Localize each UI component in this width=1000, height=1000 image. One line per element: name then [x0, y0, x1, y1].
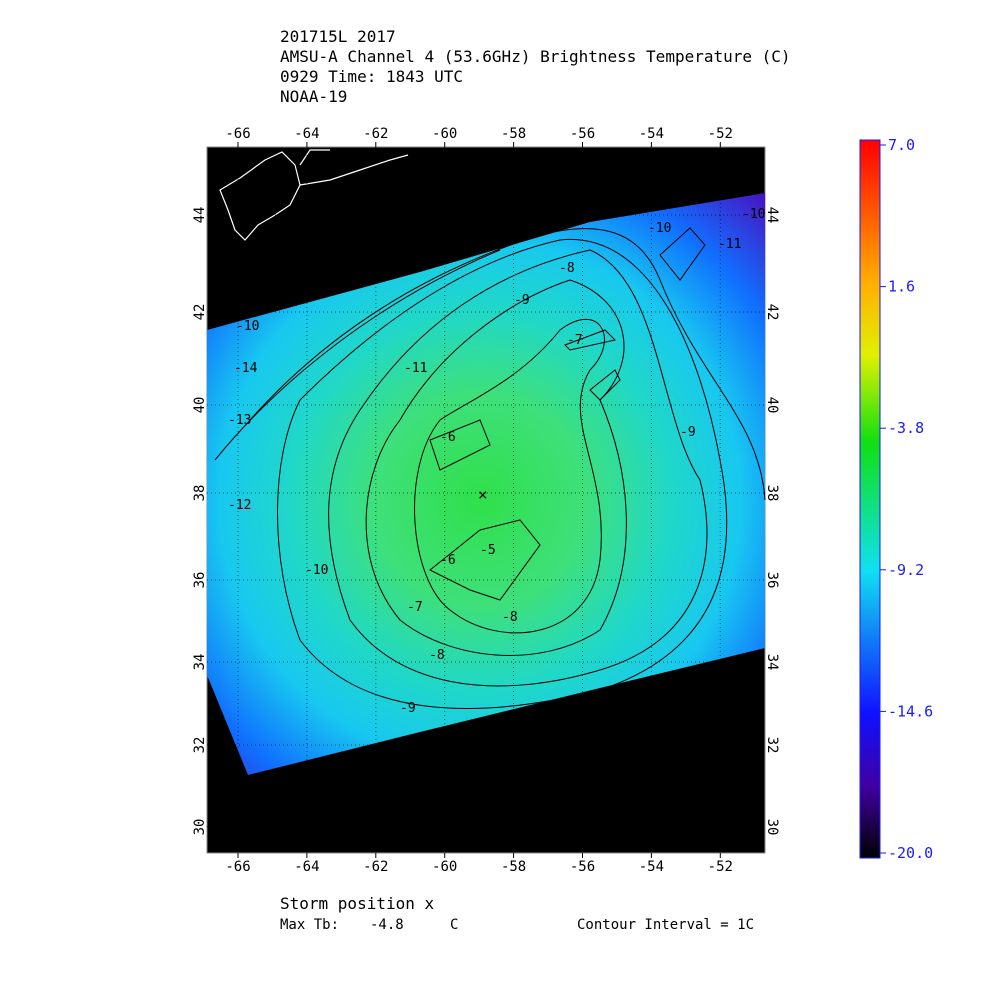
lon-label: -60	[432, 859, 457, 875]
lon-label: -52	[708, 859, 733, 875]
lon-label: -66	[225, 859, 250, 875]
colorbar-label: -14.6	[888, 702, 933, 720]
title: 201715L 2017 AMSU-A Channel 4 (53.6GHz) …	[280, 27, 791, 106]
lon-label: -64	[294, 859, 319, 875]
colorbar-label: -9.2	[888, 561, 924, 579]
lon-label: -62	[363, 859, 388, 875]
title-line: NOAA-19	[280, 87, 347, 106]
contour-label: -10	[648, 221, 671, 236]
storm-marker: ×	[478, 485, 488, 504]
lat-label: 38	[192, 485, 208, 502]
contour-label: -11	[718, 237, 741, 252]
lon-label: -66	[225, 126, 250, 142]
contour-label: -9	[680, 425, 696, 440]
lon-label: -52	[708, 126, 733, 142]
contour-label: -13	[228, 413, 251, 428]
swath	[207, 193, 765, 775]
lon-label: -58	[501, 859, 526, 875]
lat-label: 44	[764, 207, 780, 224]
lat-label: 32	[192, 737, 208, 754]
lon-label: -62	[363, 126, 388, 142]
title-line: 0929 Time: 1843 UTC	[280, 67, 463, 86]
lat-label: 34	[764, 654, 780, 671]
colorbar	[859, 139, 881, 859]
title-line: 201715L 2017	[280, 27, 396, 46]
lat-label: 36	[764, 572, 780, 589]
contour-label: -8	[429, 648, 445, 663]
lat-label: 42	[764, 304, 780, 321]
contour-label: -6	[440, 430, 456, 445]
lat-label: 42	[192, 304, 208, 321]
contour-label: -9	[400, 701, 416, 716]
contours	[214, 227, 766, 709]
lon-label: -56	[570, 126, 595, 142]
lon-label: -64	[294, 126, 319, 142]
lon-label: -54	[639, 859, 664, 875]
grid	[207, 147, 765, 853]
contour-label: -6	[440, 553, 456, 568]
colorbar-label: -20.0	[888, 844, 933, 862]
max-value: -4.8	[370, 917, 404, 933]
lon-label: -56	[570, 859, 595, 875]
lat-label: 40	[192, 397, 208, 414]
storm-position: Storm position x	[280, 894, 434, 913]
lat-label: 34	[192, 654, 208, 671]
contour-label: -14	[234, 361, 258, 376]
contour-label: -7	[407, 600, 423, 615]
lon-label: -60	[432, 126, 457, 142]
contour-label: -8	[559, 261, 575, 276]
contour-label: -8	[502, 610, 518, 625]
colorbar-label: 7.0	[888, 136, 915, 154]
colorbar-label: -3.8	[888, 419, 924, 437]
contour-label: -12	[228, 498, 251, 513]
contour-label: -10	[742, 207, 765, 222]
contour-label: -10	[236, 319, 259, 334]
colorbar-labels: 7.0 1.6 -3.8 -9.2 -14.6 -20.0	[880, 136, 933, 862]
lat-label: 30	[192, 819, 208, 836]
contour-label: -10	[305, 563, 328, 578]
max-label: Max Tb:	[280, 917, 339, 933]
lat-label: 36	[192, 572, 208, 589]
lon-label: -58	[501, 126, 526, 142]
contour-labels: -10-11-10-8-9-7-10-14 -11-13-9-6-12-5-6-1…	[228, 207, 765, 716]
colorbar-label: 1.6	[888, 278, 915, 296]
coastline	[219, 149, 409, 241]
lon-label: -54	[639, 126, 664, 142]
max-unit: C	[450, 917, 458, 933]
ticks: -66 -66 -64 -64 -62 -62 -60 -60 -58 -58 -56 -56 -54 -…	[192, 126, 780, 875]
contour-label: -7	[567, 333, 583, 348]
lat-label: 44	[192, 207, 208, 224]
contour-label: -5	[480, 543, 496, 558]
contour-label: -11	[404, 361, 427, 376]
footer: Storm position x Max Tb: -4.8 C Contour …	[280, 894, 754, 933]
title-line: AMSU-A Channel 4 (53.6GHz) Brightness Te…	[280, 47, 791, 66]
contour-interval: Contour Interval = 1C	[577, 917, 754, 933]
contour-label: -9	[514, 293, 530, 308]
lat-label: 30	[764, 819, 780, 836]
lat-label: 40	[764, 397, 780, 414]
lat-label: 32	[764, 737, 780, 754]
lat-label: 38	[764, 485, 780, 502]
